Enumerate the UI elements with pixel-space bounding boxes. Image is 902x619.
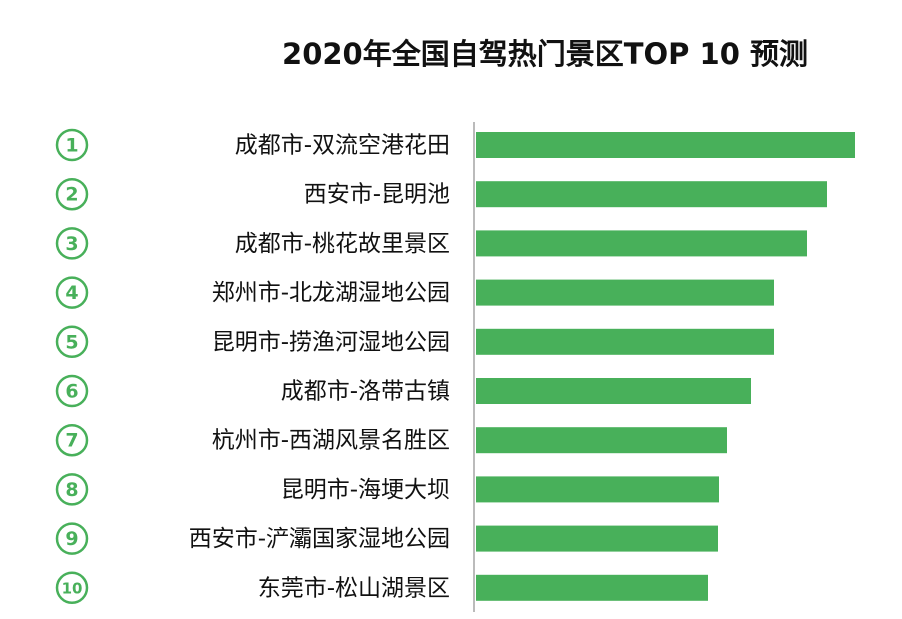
- category-label: 昆明市-海埂大坝: [281, 477, 450, 503]
- rank-badge: [55, 177, 89, 211]
- bar: [476, 230, 807, 257]
- rank-badge: [55, 128, 89, 162]
- category-label: 成都市-桃花故里景区: [235, 231, 450, 257]
- category-label: 昆明市-捞渔河湿地公园: [212, 329, 450, 355]
- category-label: 成都市-双流空港花田: [235, 133, 450, 159]
- rank-badge: [55, 571, 89, 605]
- bar: [476, 328, 774, 355]
- rank-number: 2: [65, 184, 78, 206]
- rank-number: 3: [65, 233, 78, 255]
- rank-badge: [55, 227, 89, 260]
- rank-badge: [55, 522, 89, 555]
- rank-badge: [55, 325, 89, 359]
- rank-badge: [55, 473, 89, 506]
- category-label: 杭州市-西湖风景名胜区: [212, 428, 450, 454]
- bar: [476, 476, 719, 503]
- bar: [476, 574, 708, 601]
- rank-badge: [55, 374, 89, 408]
- bar: [476, 181, 827, 208]
- category-label: 郑州市-北龙湖湿地公园: [212, 280, 450, 306]
- category-label: 成都市-洛带古镇: [281, 379, 450, 405]
- category-label: 西安市-浐灞国家湿地公园: [189, 526, 450, 552]
- rank-number: 8: [65, 479, 78, 501]
- rank-number: 1: [65, 135, 78, 157]
- rank-number: 9: [65, 528, 78, 550]
- rank-number: 10: [62, 579, 83, 597]
- rank-number: 7: [65, 430, 78, 452]
- rank-number: 4: [65, 282, 78, 304]
- rank-number: 5: [65, 331, 78, 353]
- chart-title: 2020年全国自驾热门景区TOP 10 预测: [282, 37, 808, 71]
- bar: [476, 279, 774, 306]
- bar: [476, 132, 855, 158]
- category-label: 东莞市-松山湖景区: [258, 575, 450, 601]
- rank-number: 6: [65, 381, 78, 403]
- bar: [476, 427, 727, 454]
- bar: [476, 525, 718, 552]
- rank-badge: [55, 423, 89, 457]
- bar: [476, 378, 751, 404]
- rank-badge: [55, 276, 89, 309]
- category-label: 西安市-昆明池: [304, 182, 450, 208]
